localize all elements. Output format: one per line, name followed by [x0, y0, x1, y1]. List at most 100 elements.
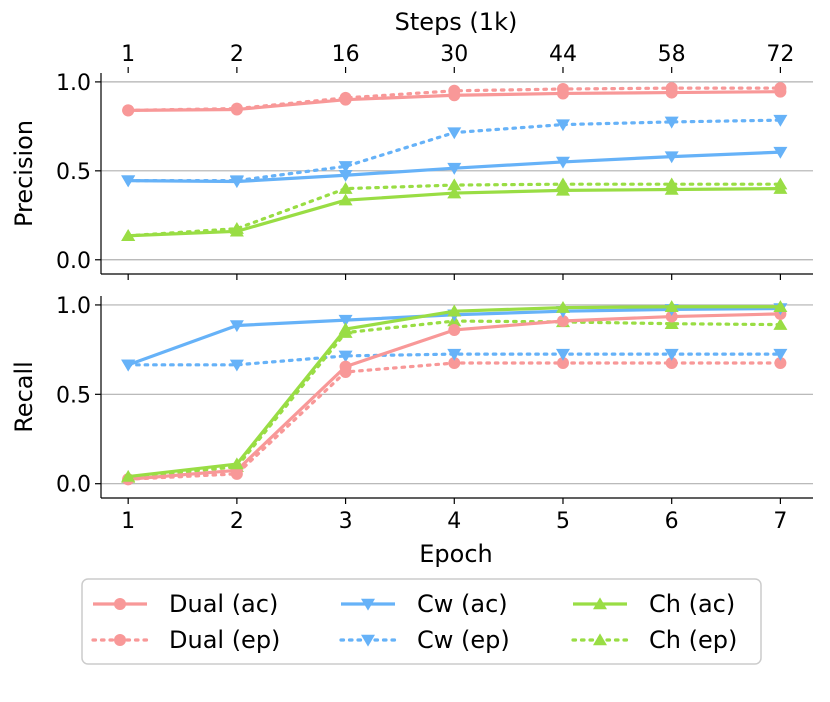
- recall-series-dual-ac: [122, 307, 787, 486]
- legend-marker-ch-ep: [593, 633, 607, 646]
- recall-point-ch-ep-6: [773, 317, 788, 330]
- recall-y-axis-title: Recall: [10, 361, 38, 433]
- recall-point-ch-ac-5: [664, 300, 679, 312]
- recall-point-ch-ac-2: [338, 322, 353, 335]
- precision-point-ch-ep-4: [555, 177, 570, 190]
- precision-point-ch-ac-2: [338, 193, 353, 206]
- recall-point-ch-ep-5: [664, 317, 679, 329]
- precision-point-dual-ac-6: [774, 85, 787, 98]
- precision-point-cw-ac-5: [664, 151, 679, 164]
- precision-point-dual-ac-1: [230, 103, 243, 116]
- precision-point-cw-ac-3: [447, 162, 462, 175]
- recall-point-cw-ac-0: [121, 359, 136, 372]
- precision-point-dual-ac-3: [448, 89, 461, 102]
- precision-point-cw-ac-4: [555, 156, 570, 169]
- precision-point-dual-ac-4: [556, 87, 569, 100]
- recall-point-dual-ep-3: [448, 357, 461, 370]
- legend-label-dual-ep: Dual (ep): [169, 626, 280, 654]
- recall-series-ch-ep: [121, 314, 788, 483]
- recall-point-ch-ac-0: [121, 469, 136, 482]
- recall-series-ch-ac: [121, 300, 788, 482]
- precision-point-cw-ac-0: [121, 175, 136, 188]
- x-axis-title: Epoch: [419, 540, 493, 568]
- legend-marker-cw-ac: [361, 598, 375, 611]
- precision-series-cw-ac: [121, 146, 788, 189]
- recall-point-dual-ac-5: [665, 310, 678, 323]
- recall-ytick-label-0: 0.0: [56, 473, 91, 498]
- top-tick-label-2: 16: [332, 42, 360, 67]
- precision-point-ch-ep-2: [338, 181, 353, 194]
- legend-label-cw-ac: Cw (ac): [417, 590, 508, 618]
- precision-y-axis-title: Precision: [10, 120, 38, 227]
- bottom-tick-label-3: 4: [447, 509, 461, 534]
- precision-point-ch-ac-0: [121, 229, 136, 242]
- recall-point-dual-ac-2: [339, 360, 352, 373]
- precision-point-cw-ep-4: [555, 119, 570, 132]
- legend-marker-dual-ep: [114, 634, 126, 646]
- recall-point-cw-ep-4: [555, 348, 570, 361]
- recall-point-ch-ac-6: [773, 300, 788, 312]
- precision-point-dual-ac-0: [122, 104, 135, 117]
- recall-line-ch-ep: [126, 319, 782, 480]
- recall-line-dual-ep: [126, 361, 782, 481]
- precision-point-ch-ac-5: [664, 182, 679, 195]
- top-axis-title: Steps (1k): [395, 8, 518, 36]
- precision-point-ch-ac-6: [773, 181, 788, 194]
- bottom-tick-label-1: 2: [230, 509, 244, 534]
- top-tick-label-3: 30: [440, 42, 468, 67]
- legend-frame: [81, 578, 762, 665]
- recall-point-cw-ep-5: [664, 348, 679, 361]
- top-tick-label-1: 2: [230, 42, 244, 67]
- legend-label-cw-ep: Cw (ep): [417, 626, 510, 654]
- recall-line-dual-ac: [128, 312, 781, 481]
- recall-panel: 0.0 0.5 1.0 Recall: [10, 294, 813, 504]
- legend-entry-dual-ac: Dual (ac): [93, 590, 278, 618]
- bottom-axis: 1 2 3 4 5 6 7 Epoch: [121, 509, 787, 568]
- bottom-tick-label-0: 1: [121, 509, 135, 534]
- recall-point-ch-ac-3: [447, 304, 462, 317]
- top-tick-label-4: 44: [549, 42, 577, 67]
- recall-point-ch-ac-4: [555, 300, 570, 313]
- bottom-tick-label-6: 7: [773, 509, 787, 534]
- recall-point-dual-ac-4: [556, 315, 569, 328]
- recall-point-dual-ac-3: [448, 323, 461, 336]
- legend-label-dual-ac: Dual (ac): [169, 590, 278, 618]
- legend-entry-ch-ac: Ch (ac): [573, 590, 735, 618]
- top-axis-ticks: 1 2 16 30 44 58 72: [121, 42, 794, 73]
- bottom-tick-label-5: 6: [665, 509, 679, 534]
- precision-point-dual-ac-2: [339, 93, 352, 106]
- recall-point-dual-ep-4: [556, 357, 569, 370]
- precision-point-dual-ac-5: [665, 86, 678, 99]
- precision-ytick-label-0: 0.0: [56, 249, 91, 274]
- precision-series-ch-ac: [121, 181, 788, 242]
- legend-marker-cw-ep: [361, 634, 375, 647]
- legend-entry-cw-ep: Cw (ep): [339, 626, 510, 654]
- top-tick-label-5: 58: [658, 42, 686, 67]
- bottom-tick-label-4: 5: [556, 509, 570, 534]
- legend-entry-dual-ep: Dual (ep): [91, 626, 280, 654]
- recall-point-dual-ep-6: [774, 357, 787, 370]
- recall-ytick-label-1: 0.5: [56, 383, 91, 408]
- legend: Dual (ac) Cw (ac) Ch (ac) Dual (ep) Cw (ep) C…: [81, 578, 762, 665]
- precision-point-ch-ac-4: [555, 183, 570, 196]
- precision-ytick-label-1: 0.5: [56, 160, 91, 185]
- top-axis: Steps (1k) 1 2 16 30 44 58 72: [121, 8, 794, 73]
- precision-point-cw-ep-5: [664, 116, 679, 129]
- top-tick-label-6: 72: [766, 42, 794, 67]
- recall-point-cw-ep-6: [773, 348, 788, 361]
- recall-point-cw-ep-2: [338, 350, 353, 363]
- precision-point-cw-ac-6: [773, 146, 788, 159]
- legend-marker-dual-ac: [114, 598, 126, 610]
- legend-label-ch-ep: Ch (ep): [649, 626, 737, 654]
- recall-point-cw-ep-1: [229, 359, 244, 372]
- recall-point-cw-ac-1: [229, 320, 244, 333]
- bottom-tick-label-2: 3: [339, 509, 353, 534]
- precision-series-cw-ep: [121, 114, 788, 188]
- recall-point-cw-ep-3: [447, 348, 462, 361]
- legend-marker-ch-ac: [593, 597, 607, 610]
- precision-point-ch-ac-1: [229, 224, 244, 237]
- precision-series-dual-ac: [122, 85, 787, 117]
- legend-entry-cw-ac: Cw (ac): [341, 590, 508, 618]
- legend-entry-ch-ep: Ch (ep): [571, 626, 737, 654]
